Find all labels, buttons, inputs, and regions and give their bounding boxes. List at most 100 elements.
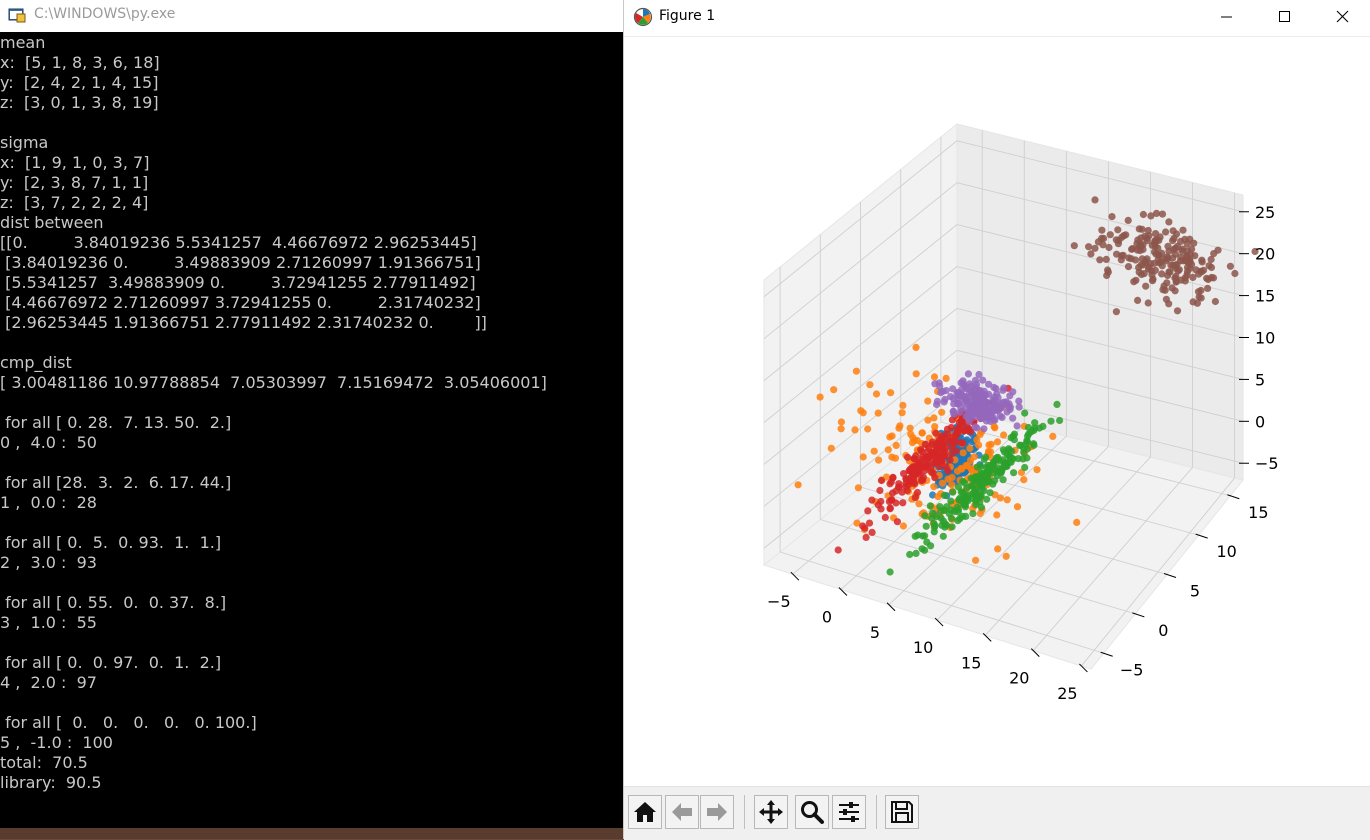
data-point <box>1163 279 1171 287</box>
grid-line-y <box>779 551 1104 654</box>
plot-canvas[interactable]: −5 0 5 10 15 20 25 −5 0 5 10 15 −5 0 5 10 15 20 25 <box>624 37 1370 785</box>
data-point <box>881 513 889 522</box>
data-point <box>1197 294 1205 302</box>
y-tick-label: 5 <box>1190 582 1200 601</box>
data-point <box>994 453 1002 461</box>
data-point <box>943 425 952 433</box>
y-tick-label: −5 <box>1120 660 1144 679</box>
maximize-button[interactable] <box>1255 0 1313 34</box>
data-point <box>970 393 978 401</box>
data-point <box>1017 441 1025 449</box>
pan-button[interactable] <box>754 795 788 829</box>
data-point <box>1010 436 1018 444</box>
data-point <box>1169 227 1177 235</box>
data-point <box>942 444 950 452</box>
data-point <box>1140 270 1148 278</box>
data-point <box>990 477 999 485</box>
data-point <box>907 430 915 438</box>
scatter-3d-chart[interactable]: −5 0 5 10 15 20 25 −5 0 5 10 15 −5 0 5 10 15 20 25 <box>624 37 1370 785</box>
tick-mark <box>1227 494 1240 500</box>
y-tick-label: 10 <box>1216 542 1236 561</box>
data-point <box>884 446 892 454</box>
data-point <box>1119 251 1127 259</box>
data-point <box>877 505 885 513</box>
data-point <box>930 483 938 491</box>
data-point <box>888 432 896 440</box>
data-point <box>1151 242 1159 251</box>
z-tick-label: −5 <box>1255 454 1279 473</box>
data-point <box>978 389 986 397</box>
data-point <box>1009 414 1017 422</box>
x-tick-label: −5 <box>767 592 791 611</box>
forward-button[interactable] <box>700 795 734 829</box>
data-point <box>992 396 1000 404</box>
data-point <box>914 531 922 539</box>
data-point <box>964 370 972 378</box>
data-point <box>1106 231 1114 239</box>
data-point <box>1091 196 1099 204</box>
console-line: 4 , 2.0 : 97 <box>0 673 97 692</box>
data-point <box>1098 226 1106 234</box>
axes-panes <box>762 122 1244 670</box>
close-button[interactable] <box>1313 0 1370 34</box>
data-point <box>921 546 929 554</box>
home-button[interactable] <box>628 795 662 829</box>
configure-subplots-button[interactable] <box>832 795 866 829</box>
console-titlebar[interactable]: C:\WINDOWS\py.exe <box>0 0 623 32</box>
data-point <box>938 479 946 487</box>
save-button[interactable] <box>885 795 919 829</box>
data-point <box>967 465 975 473</box>
data-point <box>924 397 932 405</box>
data-point <box>931 474 939 482</box>
console-window[interactable]: C:\WINDOWS\py.exe mean x: [5, 1, 8, 3, 6,… <box>0 0 623 828</box>
console-line: [[0. 3.84019236 5.5341257 4.46676972 2.9… <box>0 233 477 252</box>
grid-line-z <box>763 182 958 340</box>
data-point <box>931 423 939 431</box>
data-point <box>979 376 987 384</box>
minimize-button[interactable] <box>1197 0 1255 34</box>
console-line: 5 , -1.0 : 100 <box>0 733 113 752</box>
data-point <box>794 481 802 489</box>
console-line: mean <box>0 33 46 52</box>
data-point <box>929 491 937 499</box>
back-button[interactable] <box>665 795 699 829</box>
data-point <box>987 440 995 448</box>
data-point <box>966 457 975 465</box>
data-point <box>1181 277 1189 285</box>
figure-titlebar[interactable]: Figure 1 <box>624 0 1370 37</box>
console-line: x: [5, 1, 8, 3, 6, 18] <box>0 53 160 72</box>
data-point <box>976 398 984 406</box>
data-point <box>1192 266 1200 274</box>
data-point <box>909 464 917 472</box>
data-point <box>939 532 947 540</box>
data-point <box>1231 269 1239 278</box>
data-point <box>877 476 886 485</box>
data-point <box>966 388 974 396</box>
tick-mark <box>934 617 944 627</box>
maximize-icon <box>1279 11 1290 22</box>
data-point <box>1102 255 1110 263</box>
z-tick-label: 15 <box>1255 287 1275 306</box>
data-point <box>980 472 988 480</box>
data-point <box>889 489 897 497</box>
console-line: dist between <box>0 213 104 232</box>
data-point <box>942 387 950 395</box>
tick-mark <box>886 602 896 612</box>
data-point <box>1152 230 1160 238</box>
data-point <box>870 447 878 455</box>
data-point <box>1186 258 1194 266</box>
data-point <box>1251 247 1259 256</box>
console-line: for all [ 0. 0. 0. 0. 0. 100.] <box>0 713 257 732</box>
data-point <box>977 503 986 511</box>
data-point <box>1158 262 1166 270</box>
data-point <box>990 469 998 477</box>
data-point <box>1013 422 1021 430</box>
data-point <box>917 446 925 454</box>
data-point <box>1070 242 1078 250</box>
figure-window[interactable]: Figure 1 −5 0 5 10 15 20 25 −5 0 5 10 15 −5 0 5 10 15 20 2… <box>623 0 1370 840</box>
data-point <box>1013 503 1022 511</box>
data-point <box>1142 282 1150 290</box>
data-point <box>980 487 988 495</box>
zoom-button[interactable] <box>795 795 829 829</box>
data-point <box>1005 445 1013 453</box>
